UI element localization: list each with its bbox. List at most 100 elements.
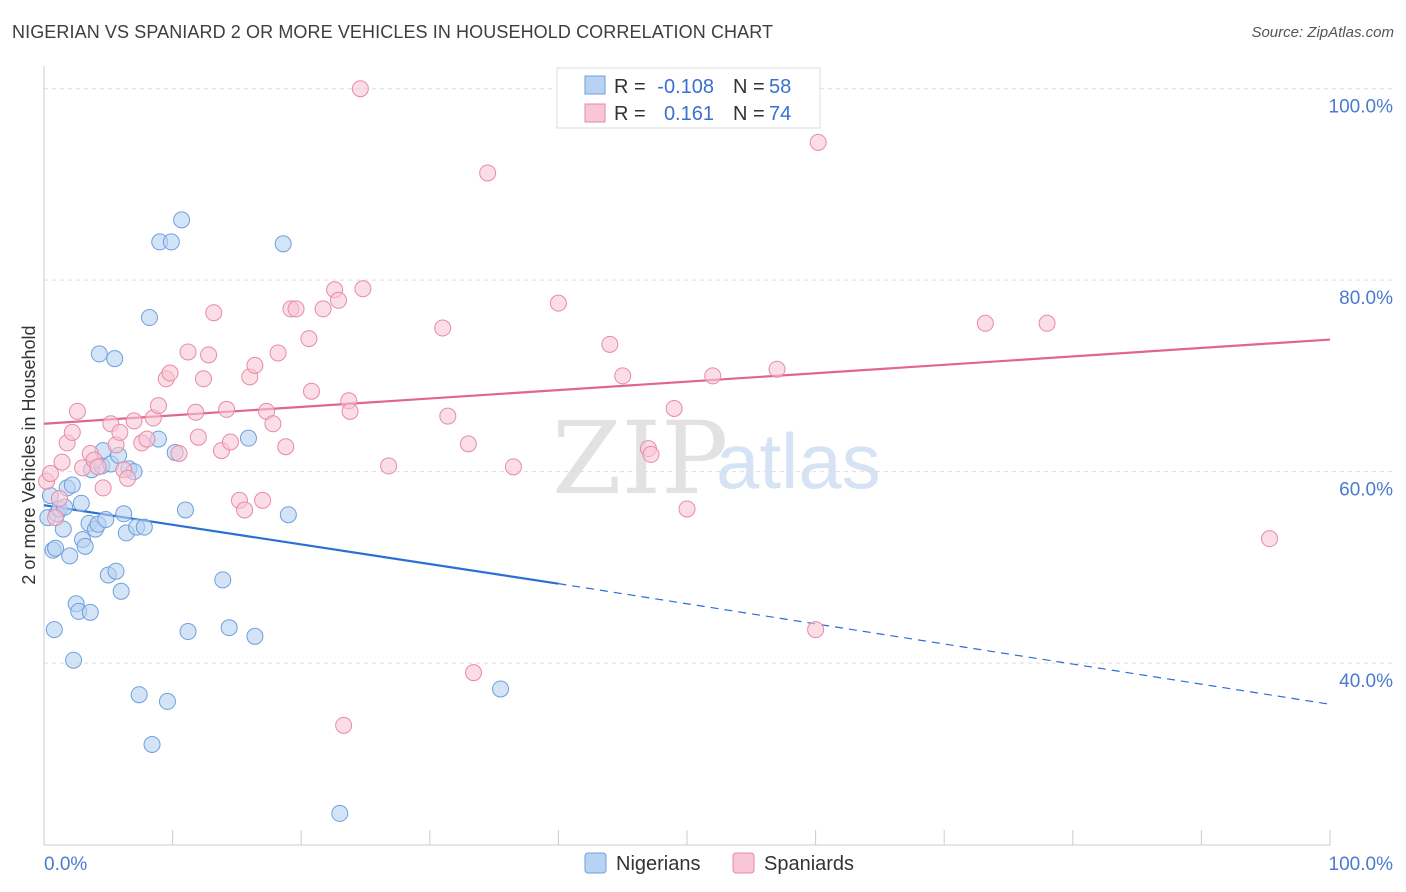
- nigerian-point-15: [72, 494, 90, 512]
- spaniard-point-48: [314, 300, 332, 318]
- spaniard-point-74: [976, 314, 994, 332]
- nigerian-point-55: [279, 506, 297, 524]
- nigerian-point-17: [76, 537, 94, 555]
- nigerian-point-45: [162, 233, 180, 251]
- legend-r-value-nigerians: -0.108: [657, 76, 714, 98]
- bottom-legend-swatch-spaniards: [732, 852, 755, 874]
- nigerian-point-4: [47, 539, 65, 557]
- nigerian-point-30: [107, 562, 125, 580]
- spaniard-point-12: [94, 479, 112, 497]
- spaniard-point-67: [642, 445, 660, 463]
- legend-r-label-nigerians: R =: [614, 76, 646, 98]
- spaniard-point-2: [47, 509, 65, 527]
- y-axis-title: 2 or more Vehicles in Household: [19, 325, 39, 584]
- spaniard-point-69: [678, 500, 696, 518]
- spaniard-point-58: [439, 407, 457, 425]
- correlation-legend: R = -0.108 N = 58 R = 0.161 N = 74: [556, 67, 821, 129]
- spaniard-point-36: [236, 501, 254, 519]
- bottom-legend-swatch-nigerians: [584, 852, 607, 874]
- legend-n-value-spaniards: 74: [769, 103, 791, 125]
- spaniard-point-20: [138, 430, 156, 448]
- legend-r-label-spaniards: R =: [614, 103, 646, 125]
- spaniard-point-55: [354, 280, 372, 298]
- y-tick-label-60: 60.0%: [1339, 480, 1393, 501]
- y-tick-label-100: 100.0%: [1329, 97, 1394, 118]
- spaniard-point-46: [300, 330, 318, 348]
- legend-n-label-nigerians: N =: [733, 76, 765, 98]
- spaniard-point-28: [189, 428, 207, 446]
- spaniard-point-70: [704, 367, 722, 385]
- chart-title: NIGERIAN VS SPANIARD 2 OR MORE VEHICLES …: [12, 22, 774, 42]
- nigerian-point-50: [214, 571, 232, 589]
- spaniard-point-3: [50, 489, 68, 507]
- x-tick-label-max: 100.0%: [1329, 854, 1394, 875]
- nigerian-point-51: [220, 619, 238, 637]
- nigerian-point-29: [106, 350, 124, 368]
- bottom-legend-label-spaniards: Spaniards: [764, 853, 854, 875]
- spaniard-point-22: [149, 397, 167, 415]
- nigerian-point-26: [97, 511, 115, 529]
- spaniard-point-62: [504, 458, 522, 476]
- y-tick-label-40: 40.0%: [1339, 671, 1393, 692]
- spaniard-point-24: [161, 364, 179, 382]
- legend-n-label-spaniards: N =: [733, 103, 765, 125]
- spaniard-point-39: [254, 491, 272, 509]
- legend-swatch-nigerians: [584, 75, 606, 95]
- spaniard-point-17: [119, 469, 137, 487]
- nigerian-point-53: [246, 627, 264, 645]
- data-points: [38, 80, 1279, 822]
- spaniard-point-30: [200, 346, 218, 364]
- spaniard-point-61: [479, 164, 497, 182]
- spaniard-point-15: [111, 423, 129, 441]
- spaniard-point-34: [221, 433, 239, 451]
- y-tick-label-80: 80.0%: [1339, 288, 1393, 309]
- spaniard-point-38: [246, 356, 264, 374]
- spaniard-point-11: [89, 458, 107, 476]
- spaniard-point-73: [809, 133, 827, 151]
- spaniard-point-51: [335, 716, 353, 734]
- spaniard-point-56: [380, 457, 398, 475]
- spaniard-point-63: [549, 294, 567, 312]
- spaniard-point-41: [264, 415, 282, 433]
- spaniard-point-7: [68, 402, 86, 420]
- nigerian-point-38: [130, 686, 148, 704]
- nigerian-point-54: [274, 235, 292, 253]
- nigerian-point-52: [239, 429, 257, 447]
- spaniard-point-47: [302, 382, 320, 400]
- spaniard-point-59: [459, 435, 477, 453]
- nigerian-point-11: [63, 476, 81, 494]
- nigerians-trend-extrapolation: [558, 583, 1331, 705]
- spaniard-point-60: [465, 664, 483, 682]
- nigerian-point-33: [115, 505, 133, 523]
- nigerian-point-23: [90, 345, 108, 363]
- nigerian-point-44: [158, 692, 176, 710]
- spaniard-point-4: [53, 453, 71, 471]
- watermark-atlas: atlas: [716, 417, 881, 505]
- nigerian-point-39: [135, 518, 153, 536]
- x-tick-label-min: 0.0%: [44, 854, 87, 875]
- nigerian-point-19: [81, 603, 99, 621]
- spaniard-point-45: [287, 300, 305, 318]
- spaniard-point-75: [1038, 314, 1056, 332]
- source-label: Source: ZipAtlas.com: [1251, 24, 1394, 41]
- spaniard-point-33: [218, 400, 236, 418]
- legend-swatch-spaniards: [584, 103, 606, 123]
- nigerian-point-48: [176, 501, 194, 519]
- nigerian-point-3: [45, 621, 63, 639]
- spaniard-point-31: [205, 304, 223, 322]
- nigerian-point-10: [61, 547, 79, 565]
- spaniard-point-64: [601, 335, 619, 353]
- spaniard-point-25: [170, 444, 188, 462]
- nigerian-point-49: [179, 623, 197, 641]
- legend-r-value-spaniards: 0.161: [664, 103, 714, 125]
- spaniard-point-1: [41, 465, 59, 483]
- spaniard-point-72: [807, 621, 825, 639]
- legend-n-value-nigerians: 58: [769, 76, 791, 98]
- spaniard-point-54: [351, 80, 369, 98]
- series-legend: Nigerians Spaniards: [584, 852, 854, 875]
- spaniard-point-43: [277, 438, 295, 456]
- spaniard-point-29: [194, 370, 212, 388]
- spaniard-point-53: [341, 402, 359, 420]
- axes: [43, 66, 1331, 846]
- spaniard-point-26: [179, 343, 197, 361]
